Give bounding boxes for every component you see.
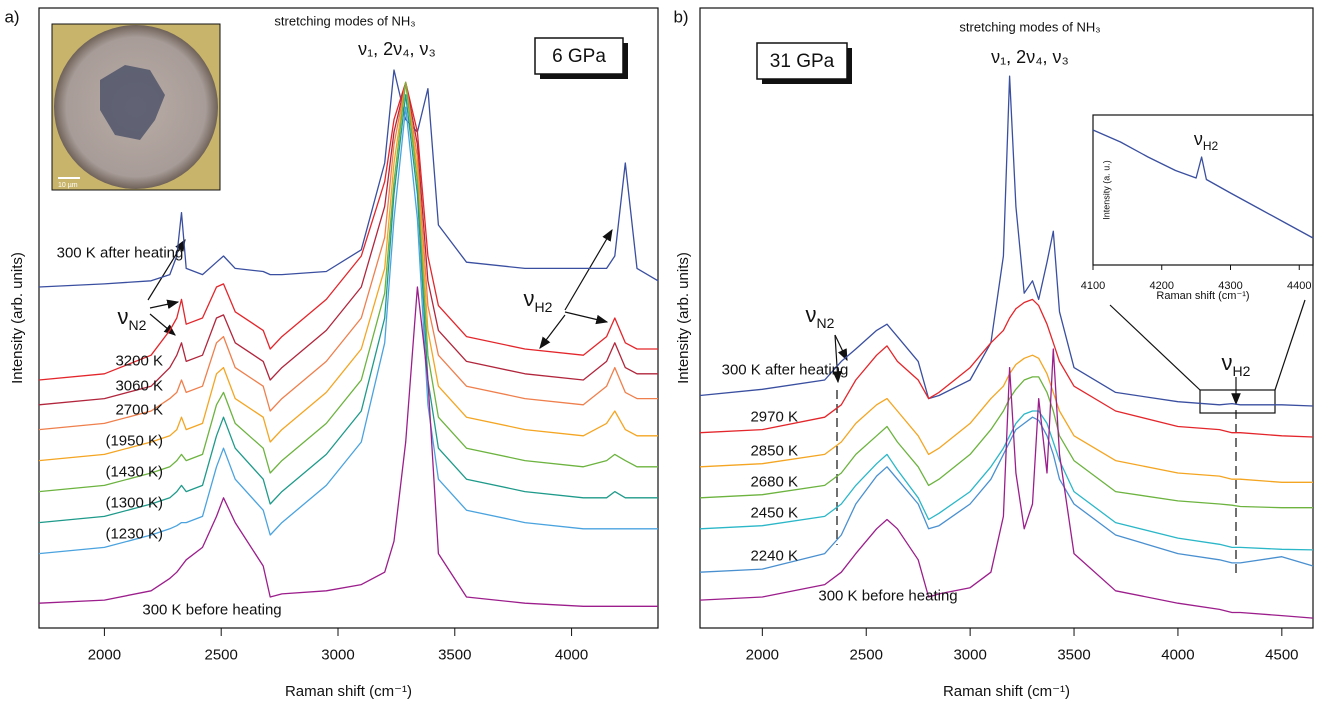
series-label: (1230 K) — [105, 525, 163, 543]
annotation-modes: ν₁, 2ν₄, ν₃ — [358, 39, 436, 59]
series-label: 3060 K — [115, 377, 163, 395]
series-label: (1950 K) — [105, 432, 163, 450]
y-axis-label: Intensity (a. u.) — [1101, 160, 1111, 220]
annotation-subscript: H2 — [535, 299, 553, 315]
x-tick-label: 2000 — [88, 646, 121, 663]
spectrum — [38, 69, 659, 288]
spectrum — [38, 286, 658, 607]
series-label: 300 K after heating — [56, 244, 184, 262]
series-label: 2700 K — [115, 401, 163, 419]
series-label: 2680 K — [750, 473, 798, 491]
annotation-symbol: ν — [806, 302, 817, 327]
x-tick-label: 3500 — [1057, 646, 1090, 663]
spectrum — [699, 75, 1314, 407]
pressure-label: 6 GPa — [552, 46, 606, 67]
series-label: 300 K before heating — [818, 587, 958, 605]
spectrum — [699, 354, 1313, 483]
annotation: νN2 — [118, 304, 147, 333]
series-label: 300 K after heating — [721, 361, 849, 379]
series-label: 2240 K — [750, 547, 798, 565]
y-axis-label: Intensity (arb. units) — [9, 252, 26, 384]
spectrum — [38, 81, 658, 431]
spectrum — [38, 81, 658, 493]
x-tick-label: 3000 — [953, 646, 986, 663]
series-label: (1430 K) — [105, 463, 163, 481]
spectrum — [38, 106, 658, 555]
annotation-subscript: H2 — [1233, 363, 1251, 379]
x-tick-label: 2500 — [205, 646, 238, 663]
x-tick-label: 4100 — [1081, 280, 1105, 292]
series-label: 300 K before heating — [142, 601, 282, 619]
x-axis-label: Raman shift (cm⁻¹) — [1156, 290, 1249, 302]
spectrum — [38, 81, 658, 462]
annotation-title: stretching modes of NH₃ — [274, 13, 415, 28]
scale-bar-label: 10 µm — [58, 182, 78, 189]
x-tick-label: 4500 — [1265, 646, 1298, 663]
x-tick-label: 4400 — [1287, 280, 1311, 292]
spectrum — [699, 416, 1314, 573]
y-axis-label: Intensity (arb. units) — [675, 252, 692, 384]
spectrum — [699, 376, 1313, 509]
spectrum — [38, 81, 658, 406]
series-label: 2970 K — [750, 408, 798, 426]
x-tick-label: 4300 — [1218, 280, 1242, 292]
plot-frame — [1092, 114, 1314, 266]
spectrum — [38, 81, 658, 381]
annotation-symbol: ν — [118, 304, 129, 329]
series-label: 3200 K — [115, 352, 163, 370]
spectrum — [699, 348, 1314, 619]
annotation-modes: ν₁, 2ν₄, ν₃ — [991, 47, 1069, 67]
panel-label: b) — [673, 7, 688, 26]
x-axis-label: Raman shift (cm⁻¹) — [943, 683, 1070, 700]
panel-label: a) — [4, 7, 19, 26]
x-tick-label: 3500 — [438, 646, 471, 663]
annotation: νH2 — [524, 286, 553, 315]
x-tick-label: 3000 — [321, 646, 354, 663]
annotation-symbol: ν — [1222, 350, 1233, 375]
x-tick-label: 4000 — [555, 646, 588, 663]
spectrum — [699, 298, 1314, 438]
x-tick-label: 4200 — [1150, 280, 1174, 292]
annotation-symbol: ν — [1194, 129, 1203, 149]
x-tick-label: 4000 — [1161, 646, 1194, 663]
x-axis-label: Raman shift (cm⁻¹) — [285, 683, 412, 700]
annotation: νH2 — [1194, 129, 1219, 153]
annotation-subscript: H2 — [1203, 139, 1219, 153]
annotation-subscript: N2 — [817, 315, 835, 331]
x-tick-label: 2000 — [746, 646, 779, 663]
plot-frame — [38, 7, 659, 629]
arrows — [147, 228, 1306, 575]
annotation: νN2 — [806, 302, 835, 331]
pressure-boxes — [534, 37, 852, 84]
annotation-symbol: ν — [524, 286, 535, 311]
spectrum — [1092, 129, 1314, 239]
series-label: (1300 K) — [105, 494, 163, 512]
series-label: 2850 K — [750, 442, 798, 460]
inset-background — [1093, 115, 1313, 265]
spectrum — [38, 94, 658, 524]
pressure-label: 31 GPa — [770, 51, 835, 72]
series-label: 2450 K — [750, 504, 798, 522]
photo-inset — [51, 23, 221, 191]
x-tick-label: 2500 — [850, 646, 883, 663]
annotation-title: stretching modes of NH₃ — [959, 19, 1100, 34]
annotation: νH2 — [1222, 350, 1251, 379]
plot-frame — [699, 7, 1314, 629]
annotation-subscript: N2 — [129, 317, 147, 333]
